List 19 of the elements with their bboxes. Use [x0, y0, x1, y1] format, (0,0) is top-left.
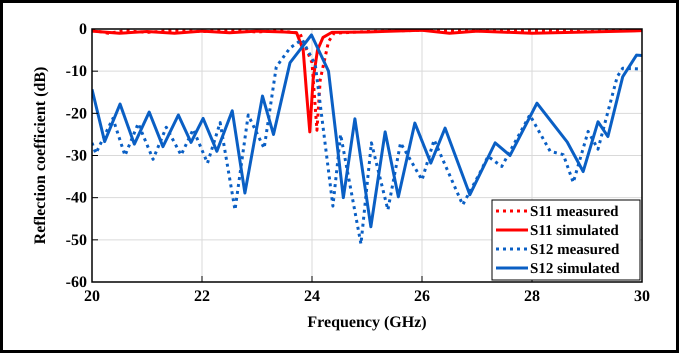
x-tick-label: 30 [634, 288, 650, 305]
legend-label: S11 measured [530, 204, 620, 220]
x-axis-title: Frequency (GHz) [307, 314, 427, 331]
y-tick-label: -40 [66, 190, 87, 207]
x-tick-label: 24 [304, 288, 320, 305]
y-tick-label: -60 [66, 274, 87, 291]
legend-label: S12 measured [530, 242, 620, 258]
x-tick-label: 22 [194, 288, 210, 305]
y-tick-label: -30 [66, 148, 87, 164]
x-tick-label: 28 [524, 288, 540, 305]
y-tick-label: -20 [66, 105, 87, 122]
y-tick-label: 0 [79, 21, 87, 38]
y-tick-label: -10 [66, 63, 87, 80]
legend-label: S12 simulated [530, 261, 620, 277]
x-tick-label: 26 [414, 288, 430, 305]
x-tick-label: 20 [84, 288, 100, 305]
y-tick-label: -50 [66, 232, 87, 249]
y-axis-title: Reflection coefficient (dB) [32, 66, 49, 244]
legend-label: S11 simulated [530, 223, 620, 239]
